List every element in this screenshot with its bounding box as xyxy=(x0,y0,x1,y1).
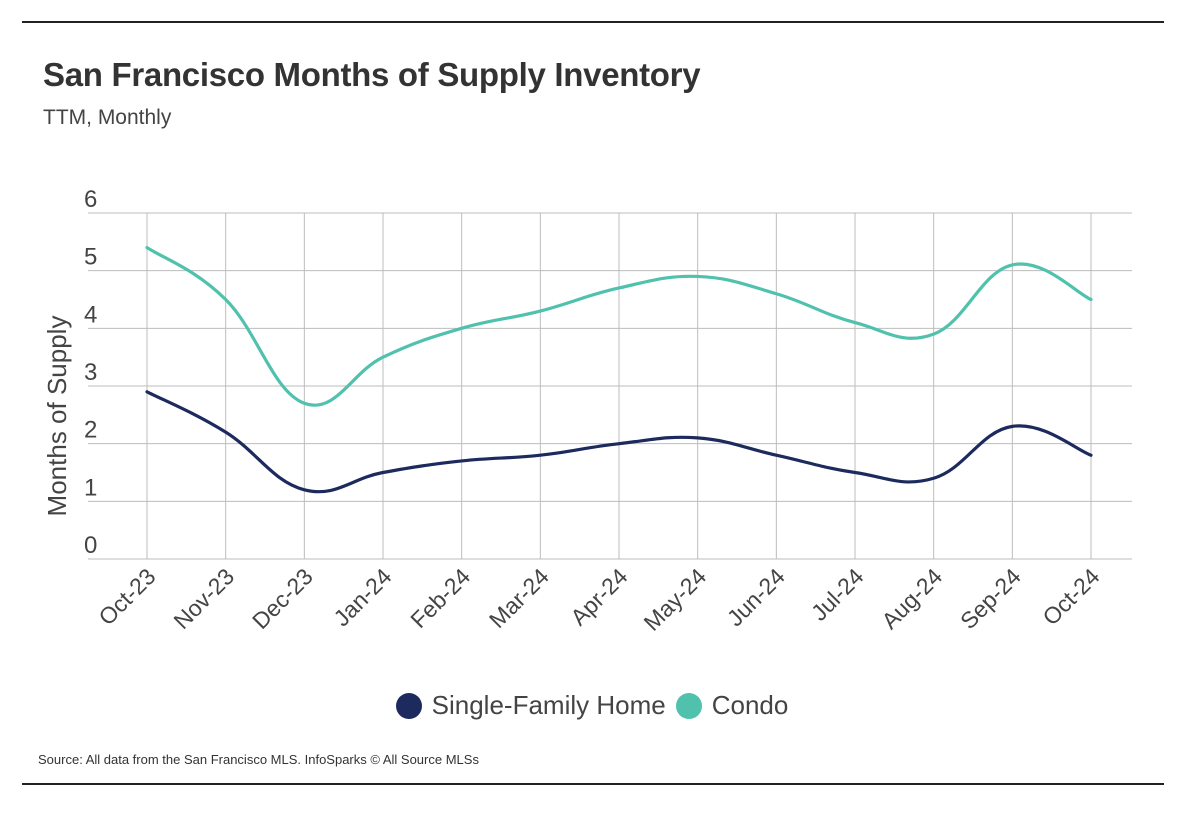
data-point xyxy=(1089,453,1093,457)
data-point xyxy=(381,355,385,359)
series-line-condo xyxy=(145,246,1093,407)
data-point xyxy=(1010,424,1014,428)
data-point xyxy=(1089,298,1093,302)
legend-swatch xyxy=(395,692,422,719)
x-tick-label: Oct-23 xyxy=(93,563,160,630)
x-tick-label: Oct-24 xyxy=(1037,563,1104,630)
x-tick-label: Sep-24 xyxy=(955,563,1026,634)
y-tick-label: 5 xyxy=(84,244,97,271)
x-tick-label: Jun-24 xyxy=(722,563,790,631)
y-tick-label: 3 xyxy=(84,359,97,386)
data-point xyxy=(538,309,542,313)
chart-legend: Single-Family Home Condo xyxy=(0,690,1184,721)
data-point xyxy=(302,401,306,405)
data-point xyxy=(302,488,306,492)
x-tick-label: Aug-24 xyxy=(876,563,947,634)
x-tick-label: Mar-24 xyxy=(484,563,554,633)
line-chart: 0 1 2 3 4 5 6 Oct-23 Nov-23 Dec-23 Jan-24 Feb-24 Mar… xyxy=(42,186,1132,636)
y-tick-label: 2 xyxy=(84,417,97,444)
series-line-single-family-home xyxy=(145,390,1093,494)
y-tick-label: 0 xyxy=(84,532,97,559)
chart-subtitle: TTM, Monthly xyxy=(43,106,172,129)
data-point xyxy=(774,453,778,457)
data-point xyxy=(224,298,228,302)
data-point xyxy=(696,274,700,278)
x-tick-label: Feb-24 xyxy=(405,563,475,633)
legend-label: Single-Family Home xyxy=(431,690,666,720)
y-tick-label: 6 xyxy=(84,186,97,213)
y-tick-label: 1 xyxy=(84,474,97,501)
data-point xyxy=(932,476,936,480)
data-point xyxy=(932,332,936,336)
source-note: Source: All data from the San Francisco … xyxy=(38,752,479,767)
data-point xyxy=(145,390,149,394)
data-point xyxy=(145,246,149,250)
y-tick-label: 4 xyxy=(84,301,97,328)
x-tick-label: Dec-23 xyxy=(247,563,318,634)
data-point xyxy=(853,321,857,325)
data-point xyxy=(853,471,857,475)
data-point xyxy=(460,326,464,330)
top-rule xyxy=(22,21,1164,23)
data-point xyxy=(224,430,228,434)
data-point xyxy=(460,459,464,463)
x-tick-label: Jan-24 xyxy=(328,563,396,631)
data-point xyxy=(696,436,700,440)
legend-item: Single-Family Home xyxy=(395,690,666,721)
data-point xyxy=(617,442,621,446)
x-tick-label: Jul-24 xyxy=(806,563,869,626)
y-axis-label: Months of Supply xyxy=(42,316,72,517)
data-point xyxy=(774,292,778,296)
data-point xyxy=(1010,263,1014,267)
x-tick-label: Apr-24 xyxy=(565,563,632,630)
data-point xyxy=(617,286,621,290)
legend-item: Condo xyxy=(675,690,789,721)
data-point xyxy=(538,453,542,457)
x-tick-label: May-24 xyxy=(639,563,712,636)
x-tick-label: Nov-23 xyxy=(168,563,239,634)
chart-title: San Francisco Months of Supply Inventory xyxy=(43,56,701,93)
data-point xyxy=(381,471,385,475)
legend-swatch xyxy=(675,692,702,719)
bottom-rule xyxy=(22,783,1164,785)
legend-label: Condo xyxy=(711,690,789,720)
